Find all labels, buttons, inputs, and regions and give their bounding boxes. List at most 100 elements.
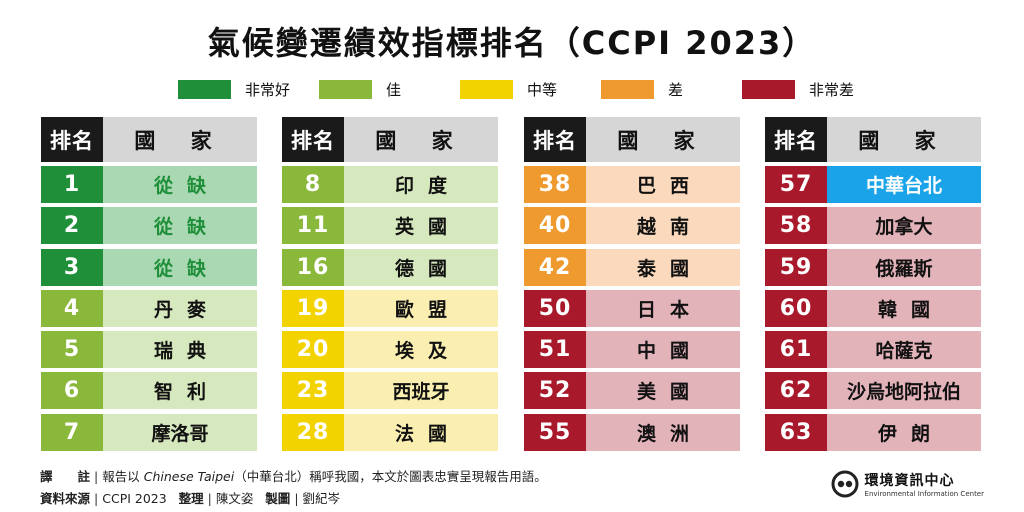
rank-cell: 61 xyxy=(765,331,827,369)
table-row: 38 巴西 xyxy=(524,166,740,203)
legend-item-very-poor: 非常差 xyxy=(742,79,883,100)
table-row: 62 沙烏地阿拉伯 xyxy=(765,372,981,410)
country-cell: 中華台北 xyxy=(827,166,981,203)
rank-cell: 3 xyxy=(41,248,103,286)
legend-label: 非常差 xyxy=(809,80,855,99)
legend-item-medium: 中等 xyxy=(460,79,601,100)
country-cell: 伊朗 xyxy=(827,413,981,451)
table-row: 7 摩洛哥 xyxy=(41,413,257,451)
legend-label: 中等 xyxy=(527,80,558,99)
rank-cell: 50 xyxy=(524,289,586,327)
ranking-table: 排名國 家 1 從缺 2 從缺 3 從缺 4 丹麥 5 瑞典 6 智利 7 摩洛哥 xyxy=(41,117,257,455)
legend-item-good: 佳 xyxy=(319,79,460,100)
country-cell: 埃及 xyxy=(344,331,498,369)
country-cell: 沙烏地阿拉伯 xyxy=(827,372,981,410)
table-row: 5 瑞典 xyxy=(41,331,257,369)
country-cell: 哈薩克 xyxy=(827,331,981,369)
rank-cell: 4 xyxy=(41,289,103,327)
rank-cell: 6 xyxy=(41,372,103,410)
table-row: 1 從缺 xyxy=(41,166,257,203)
country-cell: 瑞典 xyxy=(103,331,257,369)
header-country: 國 家 xyxy=(103,117,257,162)
table-row: 16 德國 xyxy=(282,248,498,286)
country-cell: 印度 xyxy=(344,166,498,203)
country-cell: 西班牙 xyxy=(344,372,498,410)
country-cell: 摩洛哥 xyxy=(103,413,257,451)
header-rank: 排名 xyxy=(765,117,827,162)
credits: 資料來源 | CCPI 2023 整理 | 陳文姿 製圖 | 劉紀岑 xyxy=(40,491,341,506)
ranking-table: 排名國 家 38 巴西 40 越南 42 泰國 50 日本 51 中國 52 美國 55 澳洲 xyxy=(524,117,740,455)
rank-cell: 5 xyxy=(41,331,103,369)
country-cell: 日本 xyxy=(586,289,740,327)
header-country: 國 家 xyxy=(344,117,498,162)
table-row: 2 從缺 xyxy=(41,207,257,245)
rank-cell: 11 xyxy=(282,207,344,245)
page-title: 氣候變遷績效指標排名（CCPI 2023） xyxy=(207,24,817,62)
rank-cell: 7 xyxy=(41,413,103,451)
table-row: 50 日本 xyxy=(524,289,740,327)
legend-swatch xyxy=(178,79,231,99)
table-header: 排名國 家 xyxy=(282,117,498,162)
country-cell: 法國 xyxy=(344,413,498,451)
country-cell: 韓國 xyxy=(827,289,981,327)
legend-label: 佳 xyxy=(386,80,402,99)
legend-label: 非常好 xyxy=(245,80,291,99)
country-cell: 從缺 xyxy=(103,207,257,245)
table-row: 57 中華台北 xyxy=(765,166,981,203)
eic-logo-icon xyxy=(831,470,859,498)
rank-cell: 23 xyxy=(282,372,344,410)
header-country: 國 家 xyxy=(586,117,740,162)
design-label: 製圖 xyxy=(265,491,291,506)
note-label: 譯 註 xyxy=(40,469,91,484)
source-value: CCPI 2023 xyxy=(102,491,167,506)
country-cell: 加拿大 xyxy=(827,207,981,245)
table-header: 排名國 家 xyxy=(524,117,740,162)
country-cell: 從缺 xyxy=(103,166,257,203)
rank-cell: 51 xyxy=(524,331,586,369)
table-row: 63 伊朗 xyxy=(765,413,981,451)
rank-cell: 38 xyxy=(524,166,586,203)
legend-swatch xyxy=(601,79,654,99)
rank-cell: 19 xyxy=(282,289,344,327)
rank-cell: 52 xyxy=(524,372,586,410)
table-row: 8 印度 xyxy=(282,166,498,203)
country-cell: 泰國 xyxy=(586,248,740,286)
rank-cell: 63 xyxy=(765,413,827,451)
country-cell: 歐盟 xyxy=(344,289,498,327)
table-row: 6 智利 xyxy=(41,372,257,410)
country-cell: 越南 xyxy=(586,207,740,245)
table-row: 52 美國 xyxy=(524,372,740,410)
table-row: 19 歐盟 xyxy=(282,289,498,327)
rank-cell: 42 xyxy=(524,248,586,286)
rank-cell: 60 xyxy=(765,289,827,327)
table-row: 59 俄羅斯 xyxy=(765,248,981,286)
table-row: 4 丹麥 xyxy=(41,289,257,327)
rank-cell: 62 xyxy=(765,372,827,410)
table-row: 51 中國 xyxy=(524,331,740,369)
note-text-1: 報告以 xyxy=(102,469,140,484)
table-row: 58 加拿大 xyxy=(765,207,981,245)
rank-cell: 8 xyxy=(282,166,344,203)
design-value: 劉紀岑 xyxy=(302,491,341,506)
legend-item-poor: 差 xyxy=(601,79,742,100)
table-row: 61 哈薩克 xyxy=(765,331,981,369)
rank-cell: 57 xyxy=(765,166,827,203)
header-rank: 排名 xyxy=(41,117,103,162)
legend-swatch xyxy=(460,79,513,99)
country-cell: 丹麥 xyxy=(103,289,257,327)
legend-swatch xyxy=(319,79,372,99)
table-header: 排名國 家 xyxy=(41,117,257,162)
country-cell: 德國 xyxy=(344,248,498,286)
table-row: 23 西班牙 xyxy=(282,372,498,410)
table-row: 42 泰國 xyxy=(524,248,740,286)
country-cell: 從缺 xyxy=(103,248,257,286)
header-country: 國 家 xyxy=(827,117,981,162)
rank-cell: 2 xyxy=(41,207,103,245)
editor-label: 整理 xyxy=(178,491,204,506)
rank-cell: 55 xyxy=(524,413,586,451)
rank-cell: 28 xyxy=(282,413,344,451)
rank-cell: 16 xyxy=(282,248,344,286)
header-rank: 排名 xyxy=(524,117,586,162)
legend-swatch xyxy=(742,79,795,99)
rank-cell: 59 xyxy=(765,248,827,286)
